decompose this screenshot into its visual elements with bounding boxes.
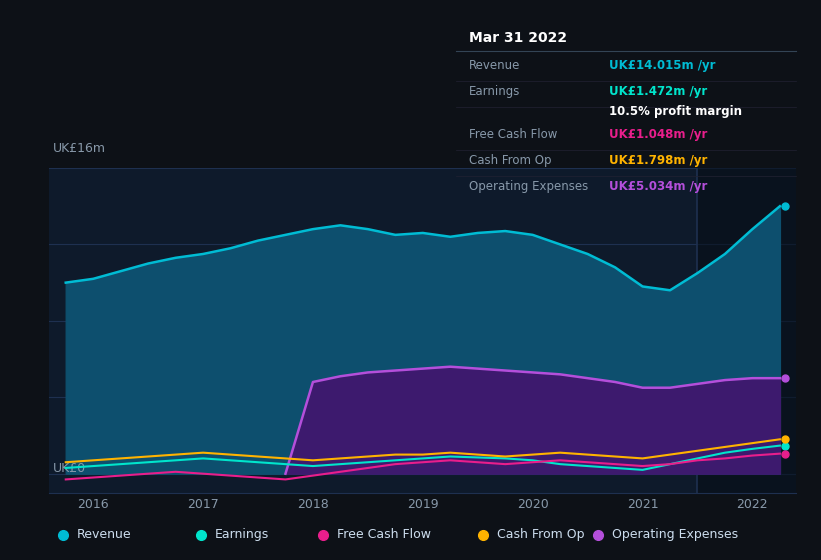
Text: Revenue: Revenue (77, 528, 131, 542)
Bar (698, 168, 796, 493)
Text: Cash From Op: Cash From Op (497, 528, 585, 542)
Text: Operating Expenses: Operating Expenses (470, 180, 589, 193)
Text: 10.5% profit margin: 10.5% profit margin (609, 105, 742, 118)
Text: UK£5.034m /yr: UK£5.034m /yr (609, 180, 708, 193)
Text: Free Cash Flow: Free Cash Flow (470, 128, 557, 142)
Text: UK£0: UK£0 (53, 462, 86, 475)
Text: Free Cash Flow: Free Cash Flow (337, 528, 431, 542)
Text: UK£14.015m /yr: UK£14.015m /yr (609, 59, 715, 72)
Text: Revenue: Revenue (470, 59, 521, 72)
Text: UK£1.048m /yr: UK£1.048m /yr (609, 128, 708, 142)
Text: Mar 31 2022: Mar 31 2022 (470, 31, 567, 45)
Text: Cash From Op: Cash From Op (470, 155, 552, 167)
Text: Earnings: Earnings (470, 85, 521, 98)
Text: UK£16m: UK£16m (53, 142, 106, 155)
Text: Earnings: Earnings (214, 528, 268, 542)
Text: Operating Expenses: Operating Expenses (612, 528, 738, 542)
Text: UK£1.798m /yr: UK£1.798m /yr (609, 155, 708, 167)
Text: UK£1.472m /yr: UK£1.472m /yr (609, 85, 707, 98)
